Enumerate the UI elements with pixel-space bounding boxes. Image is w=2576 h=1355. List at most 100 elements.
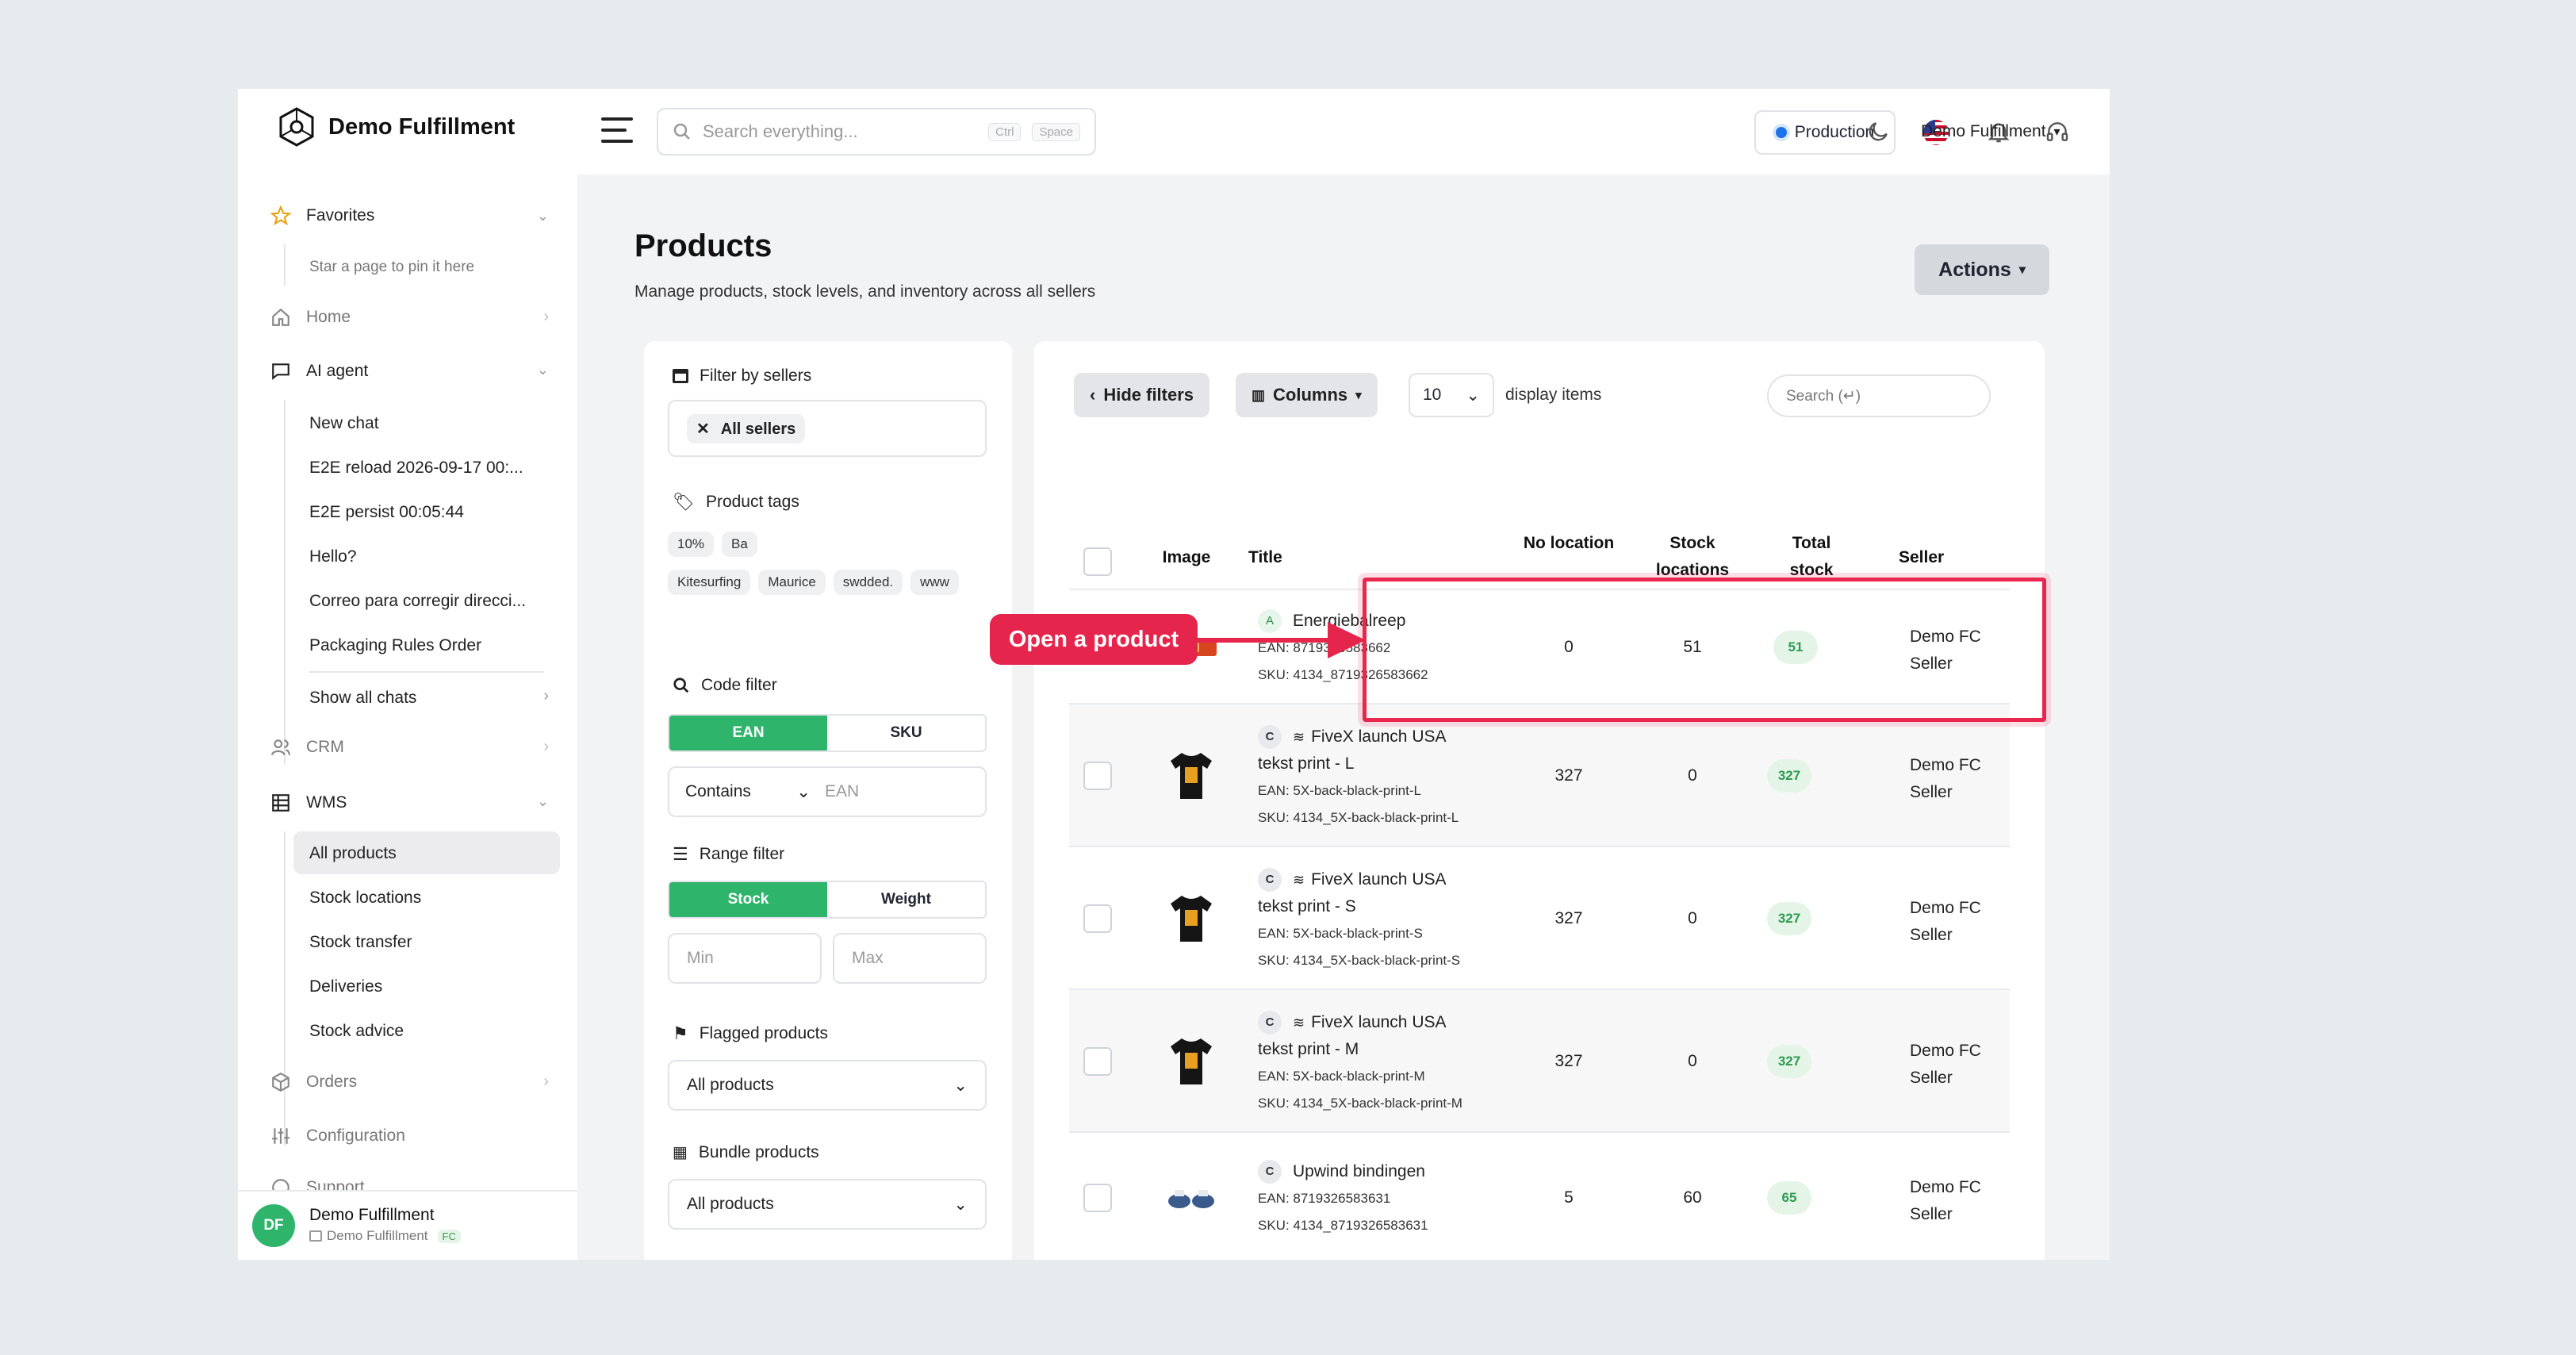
filter-bundle-title: ▦ Bundle products [673, 1142, 819, 1162]
row-checkbox[interactable] [1083, 1184, 1112, 1212]
box-icon [270, 1071, 292, 1093]
sidebar-item-favorites[interactable]: Favorites [270, 205, 374, 227]
chat-item[interactable]: Packaging Rules Order [309, 636, 482, 654]
filter-label: Filter by sellers [700, 367, 812, 385]
filter-tags-title: 🏷 Product tags [673, 492, 799, 512]
column-header-seller[interactable]: Seller [1899, 548, 1945, 566]
code-input[interactable]: EAN [825, 782, 860, 800]
brand-name: Demo Fulfillment [328, 113, 516, 140]
search-icon [673, 678, 689, 693]
seller-line: Seller [1910, 926, 1953, 944]
sidebar-item-crm[interactable]: CRM [270, 736, 344, 758]
toggle-ean[interactable]: EAN [669, 716, 827, 750]
bundle-icon: ≋ [1293, 1015, 1305, 1031]
chevron-down-icon: ▾ [1355, 389, 1362, 402]
moon-icon[interactable] [1865, 119, 1892, 146]
chat-item[interactable]: Hello? [309, 547, 357, 566]
tag-chip[interactable]: www [910, 570, 959, 595]
tag-icon: 🏷 [673, 492, 695, 512]
product-title-cell[interactable]: C ≋ FiveX launch USA tekst print - M EAN: 5X… [1258, 1009, 1520, 1117]
tag-chip[interactable]: Maurice [758, 570, 826, 595]
menu-icon[interactable] [601, 117, 633, 146]
account-org-name: Demo Fulfillment [327, 1228, 428, 1243]
column-header-total-stock[interactable]: Total stock [1789, 534, 1834, 579]
product-title-cell[interactable]: C ≋ FiveX launch USA tekst print - S EAN: 5X… [1258, 866, 1520, 974]
table-row[interactable]: C ≋ FiveX launch USA tekst print - L EAN: 5X… [1069, 703, 2010, 846]
sidebar-item-stock-transfer[interactable]: Stock transfer [309, 933, 412, 951]
close-icon[interactable]: ✕ [696, 420, 710, 438]
store-icon [673, 369, 688, 383]
environment-badge[interactable]: Production [1754, 110, 1896, 155]
sidebar-item-configuration[interactable]: Configuration [270, 1125, 405, 1147]
toggle-weight[interactable]: Weight [881, 891, 931, 908]
product-title-cell[interactable]: A Energiebalreep EAN: 8719326583662 SKU: 41… [1258, 608, 1520, 689]
actions-button[interactable]: Actions ▾ [1915, 244, 2049, 295]
bell-icon[interactable] [1986, 119, 2013, 146]
sidebar-item-ai-agent[interactable]: AI agent [270, 360, 368, 382]
filter-label: Product tags [705, 493, 799, 511]
chat-item[interactable]: New chat [309, 414, 379, 432]
account-name: Demo Fulfillment [309, 1206, 435, 1224]
seller-chip[interactable]: ✕ All sellers [687, 413, 806, 443]
seller-line: Seller [1910, 783, 1953, 801]
us-flag-icon[interactable] [1922, 119, 1949, 146]
range-min-input[interactable]: Min [668, 933, 822, 984]
toggle-stock[interactable]: Stock [669, 882, 827, 917]
account-footer[interactable]: DF Demo Fulfillment Demo Fulfillment FC [238, 1190, 577, 1260]
hide-filters-button[interactable]: ‹ Hide filters [1074, 373, 1210, 417]
seller-cell: Demo FC Seller [1910, 752, 1981, 806]
product-title-cell[interactable]: C ≋ FiveX launch USA tekst print - L EAN: 5X… [1258, 724, 1520, 831]
tag-chip[interactable]: Kitesurfing [668, 570, 751, 595]
chevron-down-icon[interactable]: ⌄ [536, 793, 549, 809]
columns-button[interactable]: ▥ Columns ▾ [1236, 373, 1378, 417]
flagged-select[interactable]: All products ⌄ [668, 1060, 987, 1111]
product-thumbnail [1163, 747, 1220, 804]
tag-chip[interactable]: swdded. [833, 570, 903, 595]
chat-item[interactable]: E2E reload 2026-09-17 00:... [309, 459, 523, 477]
chat-item[interactable]: Correo para corregir direcci... [309, 592, 527, 610]
tag-chip[interactable]: 10% [668, 532, 715, 557]
brand[interactable]: Demo Fulfillment [276, 106, 515, 148]
sidebar-item-stock-locations[interactable]: Stock locations [309, 889, 422, 907]
table-row[interactable]: C ≋ FiveX launch USA tekst print - M EAN: 5X… [1069, 988, 2010, 1131]
table-search-input[interactable]: Search (↵) [1767, 374, 1991, 417]
chevron-right-icon: › [543, 1073, 549, 1090]
sidebar-item-wms[interactable]: WMS [270, 792, 347, 814]
display-items-label: display items [1505, 386, 1602, 404]
sidebar-item-orders[interactable]: Orders [270, 1071, 357, 1093]
row-checkbox[interactable] [1083, 1047, 1112, 1076]
spacer [765, 532, 908, 557]
sidebar-item-all-products[interactable]: All products [309, 844, 397, 862]
table-row[interactable]: C ≋ FiveX launch USA tekst print - S EAN: 5X… [1069, 846, 2010, 988]
seller-select[interactable]: ✕ All sellers [668, 400, 987, 457]
toggle-sku[interactable]: SKU [890, 724, 922, 741]
select-all-checkbox[interactable] [1083, 547, 1112, 576]
table-row[interactable]: C Upwind bindingen EAN: 8719326583631 SKU: … [1069, 1131, 2010, 1260]
row-checkbox[interactable] [1083, 904, 1112, 933]
user-menu[interactable]: Demo Fulfillment ▾ [1921, 122, 2060, 141]
code-mode-select[interactable]: Contains ⌄ [669, 782, 825, 802]
column-header-title[interactable]: Title [1248, 548, 1282, 566]
search-input[interactable]: Search everything... [703, 121, 858, 141]
sidebar-item-stock-advice[interactable]: Stock advice [309, 1022, 404, 1040]
stock-locations-cell: 60 [1683, 1188, 1702, 1207]
headset-icon[interactable] [2045, 119, 2072, 146]
row-checkbox[interactable] [1083, 762, 1112, 790]
sliders-icon: ☰ [673, 844, 688, 864]
column-header-no-location[interactable]: No location [1523, 534, 1615, 552]
sidebar-item-deliveries[interactable]: Deliveries [309, 977, 383, 996]
bundle-select[interactable]: All products ⌄ [668, 1179, 987, 1230]
chevron-down-icon[interactable]: ⌄ [536, 208, 549, 224]
seller-line: Demo FC [1910, 628, 1981, 646]
page-size-select[interactable]: 10 ⌄ [1409, 373, 1494, 417]
sidebar-item-home[interactable]: Home [270, 306, 351, 328]
chevron-down-icon[interactable]: ⌄ [536, 362, 549, 378]
column-header-stock-locations[interactable]: Stock locations [1655, 534, 1730, 579]
range-max-input[interactable]: Max [833, 933, 987, 984]
show-all-chats[interactable]: Show all chats [309, 689, 417, 707]
tag-chip[interactable]: Ba [722, 532, 757, 557]
chat-item[interactable]: E2E persist 00:05:44 [309, 503, 464, 521]
global-search[interactable]: Search everything... Ctrl Space [657, 108, 1096, 155]
chevron-down-icon: ▾ [2018, 263, 2026, 277]
product-title-cell[interactable]: C Upwind bindingen EAN: 8719326583631 SKU: … [1258, 1158, 1520, 1239]
